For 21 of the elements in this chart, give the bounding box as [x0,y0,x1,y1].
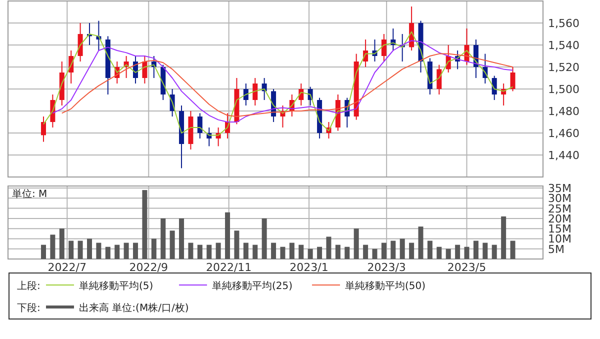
y-tick-label: 1,560 [548,17,580,30]
y-tick-label: 1,540 [548,39,580,52]
legend-label: 単純移動平均(25) [212,280,293,292]
x-tick-label: 2023/1 [290,261,328,274]
x-tick-label: 2022/11 [206,261,252,274]
y-tick-label: 1,440 [548,149,580,162]
x-tick-label: 2022/9 [129,261,168,274]
legend-title: 上段: [17,280,40,292]
x-tick-label: 2023/3 [367,261,406,274]
y-tick-label: 1,520 [548,61,580,74]
annotation: 単位: M [12,188,48,200]
x-tick-label: 2022/7 [48,261,87,274]
y-tick-label: 1,480 [548,105,580,118]
y-tick-label: 1,500 [548,83,580,96]
legend-label: 単純移動平均(5) [79,280,154,292]
legend-label: 出来高 単位:(M株/口/枚) [79,302,189,314]
legend-label: 単純移動平均(50) [345,280,426,292]
x-tick-label: 2023/5 [447,261,486,274]
y-tick-label: 1,460 [548,127,580,140]
legend-row: 下段: 出来高 単位:(M株/口/枚) [17,303,189,314]
legend-title: 下段: [17,302,40,314]
